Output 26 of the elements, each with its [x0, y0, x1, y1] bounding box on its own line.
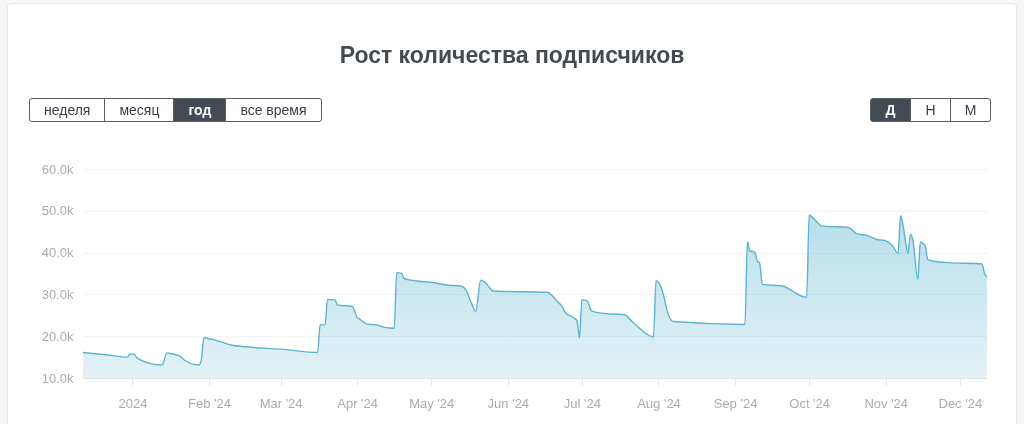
y-tick-label: 10.0k — [41, 370, 74, 386]
x-tick-label: Apr '24 — [337, 395, 379, 411]
x-tick-label: Aug '24 — [637, 395, 681, 411]
chart-title: Рост количества подписчиков — [338, 41, 686, 70]
x-tick-label: Oct '24 — [789, 395, 831, 411]
x-tick-label: Nov '24 — [864, 395, 909, 411]
x-tick-label: Sep '24 — [713, 395, 758, 411]
x-tick-label: Feb '24 — [187, 395, 231, 411]
toggle-button[interactable]: Н — [910, 98, 951, 122]
x-tick-label: Dec '24 — [938, 395, 983, 411]
toggle-button[interactable]: все время — [225, 98, 322, 122]
y-tick-label: 30.0k — [41, 286, 74, 302]
toggle-button[interactable]: Д — [870, 98, 911, 122]
y-tick-label: 40.0k — [41, 245, 74, 261]
x-tick-label: 2024 — [118, 395, 148, 411]
x-tick-label: May '24 — [409, 395, 455, 411]
x-tick-label: Mar '24 — [259, 395, 303, 411]
y-tick-label: 50.0k — [41, 203, 74, 219]
toggle-button[interactable]: неделя — [29, 98, 106, 122]
toggle-button[interactable]: месяц — [104, 98, 175, 122]
x-tick-label: Jul '24 — [563, 395, 602, 411]
y-tick-label: 60.0k — [41, 161, 74, 177]
y-tick-label: 20.0k — [41, 328, 74, 344]
toggle-button[interactable]: М — [950, 98, 991, 122]
toggle-button[interactable]: год — [173, 98, 227, 122]
x-tick-label: Jun '24 — [487, 395, 530, 411]
